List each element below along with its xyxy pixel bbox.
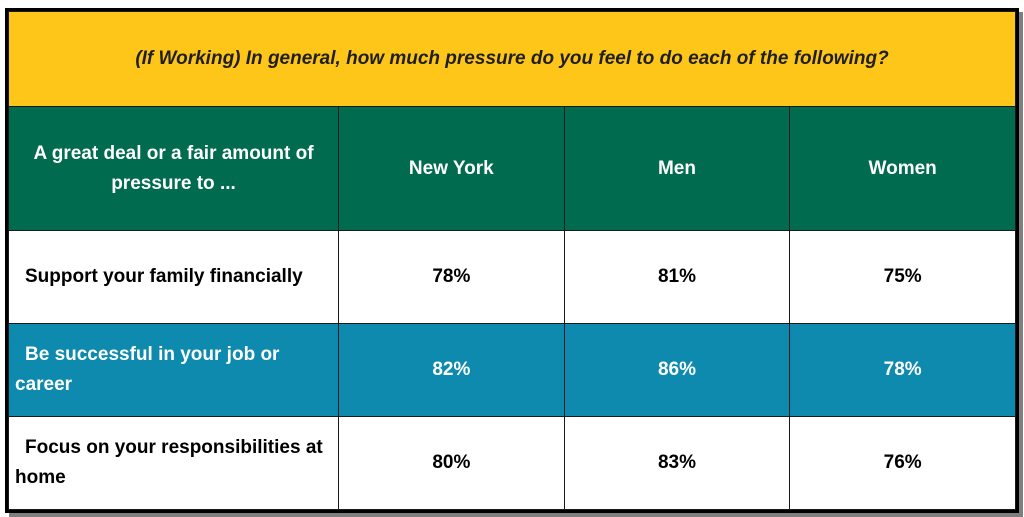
row-label: Focus on your responsibilities at home: [8, 416, 339, 510]
column-header-women: Women: [789, 105, 1016, 232]
survey-table-body: (If Working) In general, how much pressu…: [8, 11, 1016, 510]
value-cell: 78%: [789, 323, 1016, 418]
table-row: Be successful in your job or career 82% 86…: [8, 323, 1016, 418]
survey-table-frame: (If Working) In general, how much pressu…: [5, 8, 1019, 513]
value-cell: 80%: [338, 416, 565, 510]
row-label-text: Be successful in your job or career: [15, 344, 280, 396]
column-header-men: Men: [563, 105, 791, 232]
value-cell: 78%: [338, 230, 565, 325]
value-cell: 76%: [789, 416, 1016, 510]
row-label-text: Focus on your responsibilities at home: [15, 437, 323, 489]
table-title: (If Working) In general, how much pressu…: [8, 11, 1016, 107]
value-cell: 83%: [563, 416, 791, 510]
value-cell: 82%: [338, 323, 565, 418]
row-label-text: Support your family financially: [25, 266, 303, 288]
value-cell: 81%: [563, 230, 791, 325]
value-cell: 86%: [563, 323, 791, 418]
header-row: A great deal or a fair amount of pressur…: [8, 105, 1016, 232]
column-header-new-york: New York: [338, 105, 565, 232]
survey-table: (If Working) In general, how much pressu…: [8, 11, 1016, 510]
row-label: Be successful in your job or career: [8, 323, 339, 418]
table-row: Support your family financially 78% 81% 75%: [8, 230, 1016, 325]
row-label: Support your family financially: [8, 230, 339, 325]
title-row: (If Working) In general, how much pressu…: [8, 11, 1016, 107]
row-header-label: A great deal or a fair amount of pressur…: [8, 105, 339, 232]
table-row: Focus on your responsibilities at home 80…: [8, 416, 1016, 510]
value-cell: 75%: [789, 230, 1016, 325]
